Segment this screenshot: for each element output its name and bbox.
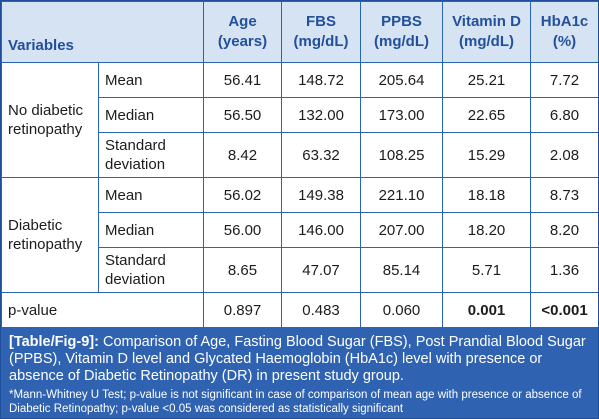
- stat-label: Standard deviation: [97, 247, 205, 293]
- cell-fbs: 132.00: [281, 97, 362, 133]
- group-label-line: No diabetic: [8, 102, 84, 119]
- cell-age: 56.41: [203, 62, 283, 98]
- cell-fbs: 146.00: [281, 212, 362, 248]
- table-row: No diabetic retinopathy Mean 56.41 148.7…: [1, 62, 598, 178]
- cell-vitamin-d: 15.29: [442, 132, 532, 178]
- header-age-name: Age: [228, 13, 257, 30]
- cell-vitamin-d: 5.71: [442, 247, 532, 293]
- cell-vitamin-d: 18.18: [442, 177, 532, 213]
- table-row: Standard deviation 8.65 47.07 85.14 5.71…: [2, 247, 598, 293]
- header-ppbs-name: PPBS: [381, 13, 422, 30]
- header-ppbs: PPBS (mg/dL): [360, 1, 444, 63]
- cell-ppbs: 108.25: [360, 132, 444, 178]
- cell-age: 8.65: [203, 247, 283, 293]
- cell-vitamin-d: 18.20: [442, 212, 532, 248]
- stat-label: Mean: [97, 177, 205, 213]
- statistics-table: Variables Age (years) FBS (mg/dL) PPBS (…: [1, 1, 598, 328]
- stat-label: Standard deviation: [97, 132, 205, 178]
- cell-hba1c: 1.36: [530, 247, 598, 293]
- cell-ppbs-pvalue: 0.060: [360, 292, 444, 328]
- header-vitamin-d-unit: (mg/dL): [459, 33, 514, 50]
- cell-vitamin-d-pvalue: 0.001: [442, 292, 532, 328]
- cell-fbs-pvalue: 0.483: [281, 292, 362, 328]
- cell-vitamin-d: 22.65: [442, 97, 532, 133]
- cell-age: 56.02: [203, 177, 283, 213]
- group-label-dr: Diabetic retinopathy: [1, 177, 99, 293]
- stat-label-line: Standard: [105, 137, 166, 154]
- caption-main: [Table/Fig-9]: Comparison of Age, Fastin…: [9, 334, 590, 385]
- cell-ppbs: 85.14: [360, 247, 444, 293]
- caption-footnote: *Mann-Whitney U Test; p-value is not sig…: [9, 389, 582, 415]
- cell-hba1c: 8.20: [530, 212, 598, 248]
- header-row: Variables Age (years) FBS (mg/dL) PPBS (…: [1, 1, 598, 63]
- cell-hba1c: 2.08: [530, 132, 598, 178]
- header-vitamin-d-name: Vitamin D: [452, 13, 521, 30]
- stat-label: Mean: [97, 62, 205, 98]
- header-ppbs-unit: (mg/dL): [374, 33, 429, 50]
- pvalue-label: p-value: [1, 292, 205, 328]
- cell-hba1c: 7.72: [530, 62, 598, 98]
- stat-label-line: Standard: [105, 252, 166, 269]
- header-fbs: FBS (mg/dL): [281, 1, 362, 63]
- header-variables: Variables: [1, 1, 205, 63]
- header-hba1c-name: HbA1c: [540, 13, 589, 30]
- cell-age: 56.00: [203, 212, 283, 248]
- pvalue-row: p-value 0.897 0.483 0.060 0.001 <0.001: [1, 292, 598, 328]
- header-vitamin-d: Vitamin D (mg/dL): [442, 1, 532, 63]
- cell-vitamin-d: 25.21: [442, 62, 532, 98]
- stat-label: Median: [97, 97, 205, 133]
- caption-tag: [Table/Fig-9]:: [9, 334, 99, 350]
- cell-fbs: 148.72: [281, 62, 362, 98]
- header-age-unit: (years): [217, 33, 268, 50]
- cell-hba1c: 6.80: [530, 97, 598, 133]
- group-label-line: retinopathy: [8, 121, 83, 138]
- group-label-line: retinopathy: [8, 236, 83, 253]
- group-label-line: Diabetic: [8, 217, 63, 234]
- group-label-no-dr: No diabetic retinopathy: [1, 62, 99, 178]
- cell-ppbs: 207.00: [360, 212, 444, 248]
- cell-fbs: 149.38: [281, 177, 362, 213]
- table-caption: [Table/Fig-9]: Comparison of Age, Fastin…: [1, 328, 598, 418]
- caption-text: Comparison of Age, Fasting Blood Sugar (…: [9, 334, 586, 384]
- cell-ppbs: 173.00: [360, 97, 444, 133]
- cell-fbs: 47.07: [281, 247, 362, 293]
- header-age: Age (years): [203, 1, 283, 63]
- table-row: Diabetic retinopathy Mean 56.02 149.38 2…: [1, 177, 598, 293]
- stat-label-line: deviation: [105, 156, 166, 173]
- header-hba1c-unit: (%): [552, 33, 577, 50]
- header-hba1c: HbA1c (%): [530, 1, 598, 63]
- cell-ppbs: 205.64: [360, 62, 444, 98]
- cell-hba1c: 8.73: [530, 177, 598, 213]
- stat-label: Median: [97, 212, 205, 248]
- stat-label-line: deviation: [105, 271, 166, 288]
- cell-ppbs: 221.10: [360, 177, 444, 213]
- cell-age-pvalue: 0.897: [203, 292, 283, 328]
- table-row: Median 56.50 132.00 173.00 22.65 6.80: [2, 97, 598, 133]
- cell-age: 56.50: [203, 97, 283, 133]
- header-fbs-name: FBS: [306, 13, 337, 30]
- cell-fbs: 63.32: [281, 132, 362, 178]
- cell-age: 8.42: [203, 132, 283, 178]
- cell-hba1c-pvalue: <0.001: [530, 292, 598, 328]
- header-fbs-unit: (mg/dL): [293, 33, 349, 50]
